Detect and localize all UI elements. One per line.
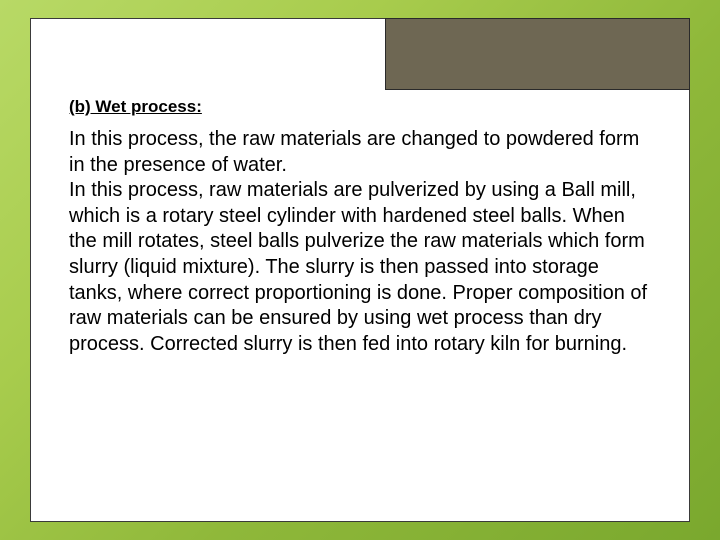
slide-heading: (b) Wet process: (69, 97, 651, 117)
slide-body-text: In this process, the raw materials are c… (69, 127, 651, 357)
slide-content: (b) Wet process: In this process, the ra… (69, 97, 651, 501)
corner-decoration-box (385, 18, 690, 90)
slide-frame: (b) Wet process: In this process, the ra… (30, 18, 690, 522)
